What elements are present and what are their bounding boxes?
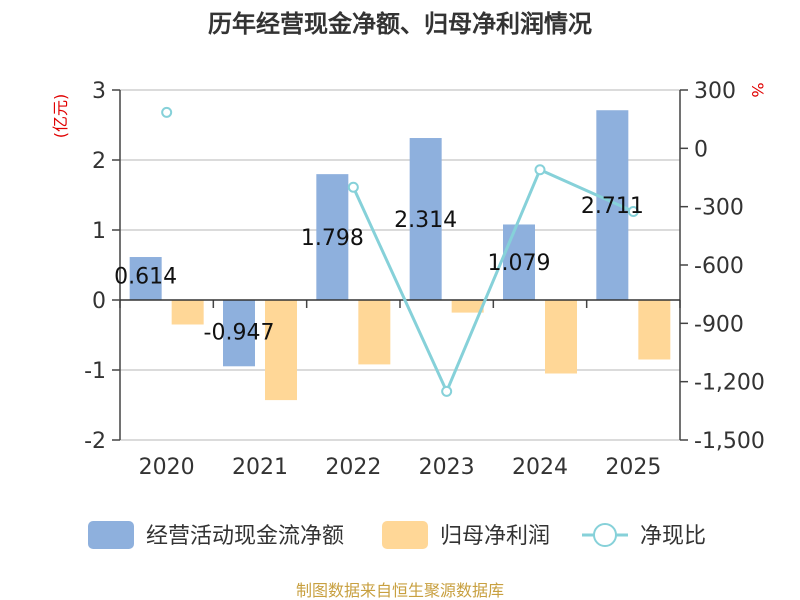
cash-flow-data-label: 1.079	[488, 251, 551, 276]
left-tick-label: 3	[92, 79, 106, 104]
source-note: 制图数据来自恒生聚源数据库	[296, 581, 504, 600]
ratio-line	[161, 106, 639, 397]
legend-label-cash-flow: 经营活动现金流净额	[146, 524, 344, 549]
right-tick-label: -1,200	[694, 371, 765, 396]
right-tick-label: -1,500	[694, 429, 765, 454]
cash-flow-bar	[129, 257, 162, 300]
left-tick-label: 1	[92, 219, 106, 244]
data-labels: 0.614 -0.947 1.798 2.314 1.079 2.711	[114, 194, 644, 345]
legend-swatch-ratio-marker	[593, 523, 617, 547]
cash-flow-data-label: 1.798	[301, 226, 364, 251]
left-tick-label: 2	[92, 149, 106, 174]
cash-flow-bar	[316, 174, 349, 300]
legend-swatch-cash-flow	[88, 521, 134, 549]
left-axis-unit: (亿元)	[51, 94, 70, 139]
right-tick-label: -600	[694, 254, 744, 279]
net-profit-bar	[171, 300, 204, 325]
ratio-point	[534, 164, 546, 176]
x-tick-label: 2024	[512, 455, 568, 480]
x-tick-label: 2020	[139, 455, 195, 480]
x-tick-label: 2022	[325, 455, 381, 480]
legend-label-net-profit: 归母净利润	[440, 524, 550, 549]
ratio-point	[441, 385, 453, 397]
ratio-point	[627, 206, 639, 218]
bars	[129, 110, 671, 401]
cash-flow-bar	[503, 224, 535, 300]
legend-swatch-net-profit	[382, 521, 428, 549]
legend: 经营活动现金流净额 归母净利润 净现比	[88, 521, 706, 549]
cash-flow-bar	[409, 138, 442, 300]
legend-label-ratio: 净现比	[640, 524, 706, 549]
net-profit-bar	[638, 300, 671, 360]
tick-labels: 3 2 1 0 -1 -2 300 0 -300 -600 -900 -1,200 -1,500 2020…	[84, 79, 765, 480]
ratio-line-path	[351, 167, 634, 396]
x-tick-label: 2021	[232, 455, 288, 480]
cash-flow-bar	[596, 110, 629, 300]
right-tick-label: -900	[694, 312, 744, 337]
axes	[112, 89, 688, 441]
cash-flow-bar	[223, 300, 255, 367]
x-tick-label: 2023	[419, 455, 475, 480]
cash-flow-data-label: 2.711	[581, 194, 644, 219]
x-tick-label: 2025	[605, 455, 661, 480]
net-profit-bar	[545, 300, 577, 374]
net-profit-bar	[265, 300, 297, 401]
left-tick-label: -2	[84, 429, 106, 454]
left-tick-label: 0	[92, 289, 106, 314]
net-profit-bar	[358, 300, 391, 365]
gridlines	[120, 89, 680, 441]
ratio-point	[347, 181, 359, 193]
cash-flow-data-label: -0.947	[204, 321, 275, 346]
chart-title: 历年经营现金净额、归母净利润情况	[208, 10, 592, 38]
right-axis-unit: %	[748, 82, 767, 97]
right-tick-label: 300	[694, 79, 736, 104]
ratio-point	[161, 106, 173, 118]
left-tick-label: -1	[84, 359, 106, 384]
cash-flow-data-label: 0.614	[114, 265, 177, 290]
right-tick-label: 0	[694, 137, 708, 162]
net-profit-bar	[451, 300, 484, 313]
cash-flow-data-label: 2.314	[394, 208, 457, 233]
right-tick-label: -300	[694, 196, 744, 221]
